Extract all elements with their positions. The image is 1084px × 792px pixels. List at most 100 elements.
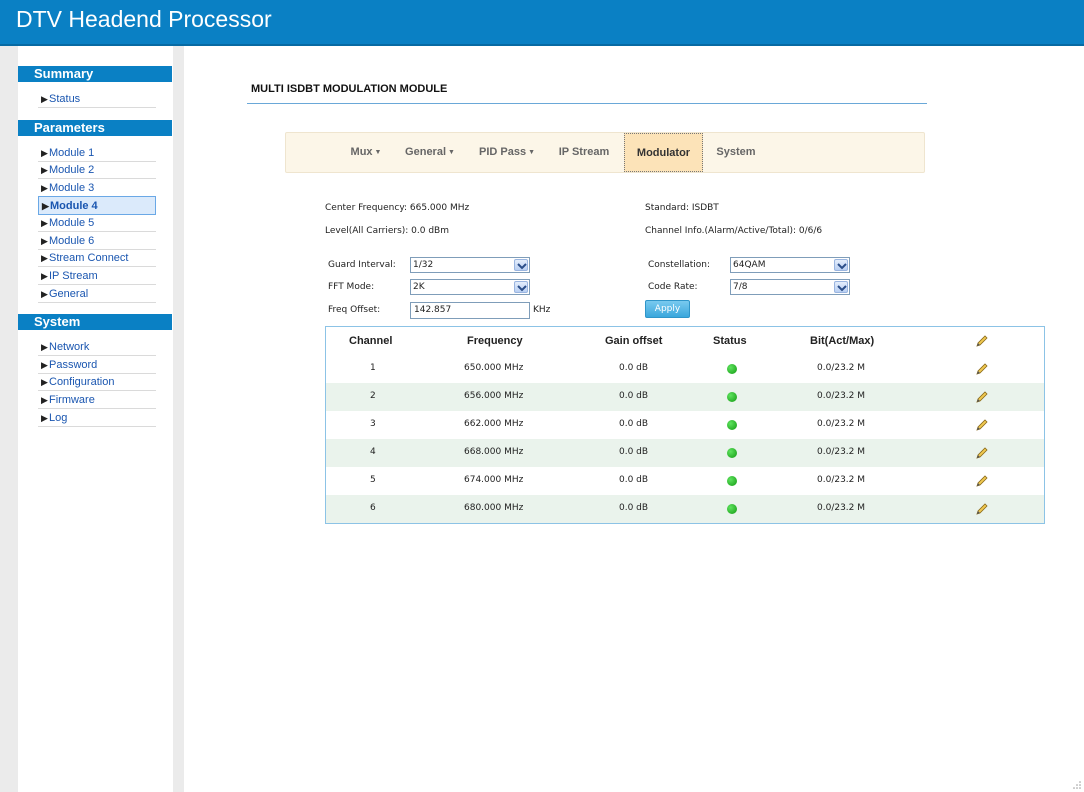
sidebar-item-label: Stream Connect [49,252,129,264]
sidebar-section-system: System [18,314,172,330]
sidebar-item-label: Configuration [49,376,115,388]
apply-button[interactable]: Apply [645,300,690,318]
tab-label: Modulator [636,147,691,159]
freq-offset-label: Freq Offset: [328,305,381,315]
main-content: MULTI ISDBT MODULATION MODULE Mux ▼ Gener… [184,46,1084,792]
status-ok-dot [727,448,737,458]
sidebar-item-label: Module 3 [49,182,95,194]
sidebar-item-label: Log [49,412,68,424]
pencil-icon[interactable] [975,390,989,404]
pencil-icon[interactable] [975,502,989,516]
sidebar-item-password[interactable]: ▶ Password [38,357,156,374]
sidebar-item-log[interactable]: ▶ Log [38,410,156,427]
channel-table: Channel Frequency Gain offset Status Bit… [325,326,1045,524]
fft-mode-select[interactable]: 2K [410,279,530,295]
sidebar: Summary ▶ Status Parameters ▶ Module 1 ▶… [18,46,173,792]
tab-system[interactable]: System [712,133,760,172]
sidebar-item-firmware[interactable]: ▶ Firmware [38,392,156,409]
top-header-bar: DTV Headend Processor [0,0,1084,46]
cell-gain: 0.0 dB [619,363,649,373]
cell-frequency: 650.000 MHz [464,363,524,373]
cell-channel: 3 [370,419,376,429]
tab-label: PID Pass [478,146,527,158]
tab-mux[interactable]: Mux ▼ [348,133,384,172]
cell-frequency: 668.000 MHz [464,447,524,457]
cell-channel: 4 [370,447,376,457]
sidebar-item-network[interactable]: ▶ Network [38,339,156,356]
cell-bitrate: 0.0/23.2 M [817,391,866,401]
tab-modulator[interactable]: Modulator [624,133,703,172]
triangle-right-icon: ▶ [41,289,48,299]
cell-gain: 0.0 dB [619,447,649,457]
sidebar-item-stream-connect[interactable]: ▶ Stream Connect [38,250,156,267]
cell-channel: 6 [370,503,376,513]
code-rate-select[interactable]: 7/8 [730,279,850,295]
cell-channel: 2 [370,391,376,401]
guard-interval-select[interactable]: 1/32 [410,257,530,273]
sidebar-item-label: Module 6 [49,235,95,247]
triangle-right-icon: ▶ [41,236,48,246]
col-header-status: Status [713,335,747,347]
pencil-icon[interactable] [975,334,989,348]
pencil-icon[interactable] [975,474,989,488]
freq-offset-unit: KHz [533,305,551,315]
page-title: MULTI ISDBT MODULATION MODULE [251,83,448,95]
triangle-right-icon: ▶ [41,165,48,175]
cell-channel: 5 [370,475,376,485]
tab-label: System [716,146,756,158]
standard-text: Standard: ISDBT [645,203,719,213]
sidebar-item-module-1[interactable]: ▶ Module 1 [38,145,156,162]
pencil-icon[interactable] [975,418,989,432]
sidebar-item-module-4[interactable]: ▶ Module 4 [38,196,156,215]
cell-gain: 0.0 dB [619,503,649,513]
sidebar-item-label: Module 5 [49,217,95,229]
cell-bitrate: 0.0/23.2 M [817,363,866,373]
sidebar-item-label: Firmware [49,394,95,406]
tab-pid-pass[interactable]: PID Pass ▼ [477,133,537,172]
freq-offset-input[interactable]: 142.857 [410,302,530,319]
sidebar-item-module-3[interactable]: ▶ Module 3 [38,180,156,197]
sidebar-item-module-2[interactable]: ▶ Module 2 [38,162,156,179]
sidebar-section-summary: Summary [18,66,172,82]
pencil-icon[interactable] [975,362,989,376]
tab-label: Mux [350,146,373,158]
channel-info-text: Channel Info.(Alarm/Active/Total): 0/6/6 [645,226,823,236]
cell-frequency: 680.000 MHz [464,503,524,513]
center-frequency-text: Center Frequency: 665.000 MHz [325,203,470,213]
tab-general[interactable]: General ▼ [402,133,458,172]
cell-bitrate: 0.0/23.2 M [817,503,866,513]
triangle-right-icon: ▶ [41,218,48,228]
resize-grip-icon[interactable] [1072,780,1082,790]
chevron-down-icon [834,259,848,271]
triangle-right-icon: ▶ [41,148,48,158]
sidebar-item-ip-stream[interactable]: ▶ IP Stream [38,268,156,285]
triangle-right-icon: ▶ [41,183,48,193]
pencil-icon[interactable] [975,446,989,460]
left-gutter [0,46,18,792]
constellation-select[interactable]: 64QAM [730,257,850,273]
cell-frequency: 662.000 MHz [464,419,524,429]
cell-frequency: 656.000 MHz [464,391,524,401]
heading-divider [247,103,927,104]
chevron-down-icon [514,259,528,271]
sidebar-item-module-6[interactable]: ▶ Module 6 [38,233,156,250]
sidebar-item-label: Status [49,93,81,105]
table-row: 2 656.000 MHz 0.0 dB 0.0/23.2 M [326,383,1044,411]
tab-label: IP Stream [558,146,610,158]
triangle-right-icon: ▶ [41,342,48,352]
status-ok-dot [727,420,737,430]
triangle-right-icon: ▶ [41,395,48,405]
sidebar-item-label: IP Stream [49,270,98,282]
select-value: 2K [413,282,425,292]
tab-bar: Mux ▼ General ▼ PID Pass ▼ IP Stream Modula… [285,132,925,173]
tab-label: General [405,146,447,158]
code-rate-label: Code Rate: [648,282,698,292]
sidebar-item-module-5[interactable]: ▶ Module 5 [38,215,156,232]
chevron-down-icon [514,281,528,293]
cell-channel: 1 [370,363,376,373]
sidebar-item-general[interactable]: ▶ General [38,286,156,303]
tab-ip-stream[interactable]: IP Stream [554,133,614,172]
fft-mode-label: FFT Mode: [328,282,375,292]
sidebar-item-status[interactable]: ▶ Status [38,91,156,108]
sidebar-item-configuration[interactable]: ▶ Configuration [38,374,156,391]
